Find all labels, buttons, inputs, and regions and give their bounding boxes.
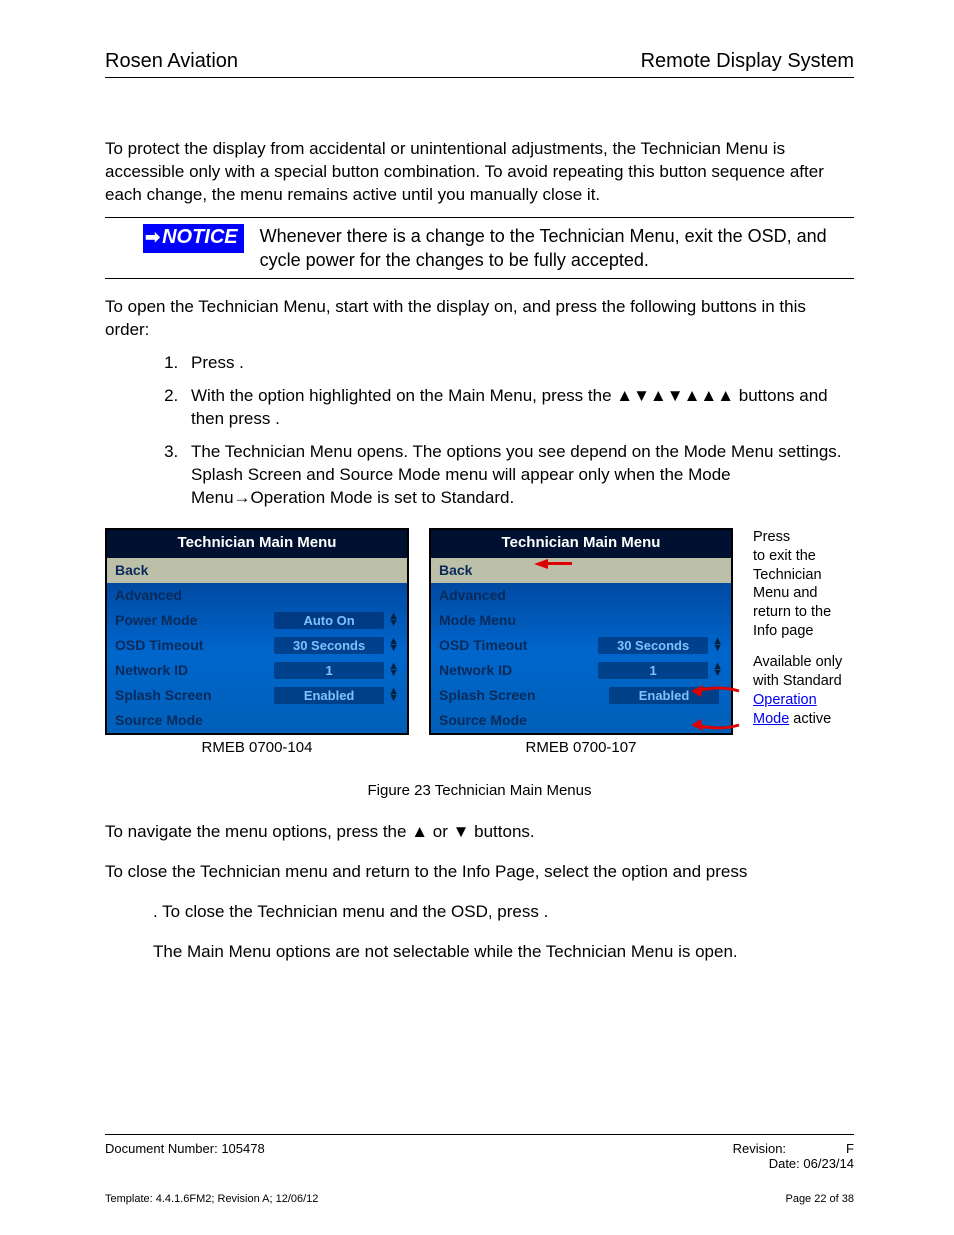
menu-row: Back [431, 558, 731, 583]
menu-row: Advanced [107, 583, 407, 608]
menu-row-label: Network ID [439, 662, 598, 678]
header-left: Rosen Aviation [105, 50, 238, 73]
annot-mode: Available only with Standard Operation M… [753, 653, 843, 728]
menu-row-value: 30 Seconds [598, 637, 708, 654]
menu-row: Back [107, 558, 407, 583]
menu-row-value: Auto On [274, 612, 384, 629]
revision-value: F [846, 1141, 854, 1156]
notice-block: ➡ NOTICE Whenever there is a change to t… [105, 217, 854, 280]
main-menu-note: The Main Menu options are not selectable… [153, 941, 854, 964]
open-intro: To open the Technician Menu, start with … [105, 296, 854, 342]
menu-row: Splash ScreenEnabled ▲▼ [107, 683, 407, 708]
spinner-icon: ▲▼ [388, 688, 399, 702]
menu-left-caption: RMEB 0700-104 [105, 739, 409, 756]
menu-row-label: Source Mode [439, 712, 723, 728]
menu-row: Mode Menu [431, 608, 731, 633]
menu-row-label: Source Mode [115, 712, 399, 728]
menu-row: Advanced [431, 583, 731, 608]
menu-row-label: Back [439, 562, 723, 578]
menu-row-value: 1 [598, 662, 708, 679]
footer-date: Date: 06/23/14 [105, 1156, 854, 1171]
menu-row-label: Advanced [115, 587, 399, 603]
close-text-1: To close the Technician menu and return … [105, 861, 854, 884]
page-footer: Document Number: 105478 Revision: F Date… [105, 1134, 854, 1205]
spinner-icon: ▲▼ [388, 638, 399, 652]
menu-row-label: OSD Timeout [439, 637, 598, 653]
notice-badge: ➡ NOTICE [143, 224, 244, 253]
menu-right: Technician Main Menu Back Advanced Mode Me… [429, 528, 733, 735]
notice-label: NOTICE [162, 226, 238, 249]
menu-row-label: Network ID [115, 662, 274, 678]
menu-right-caption: RMEB 0700-107 [429, 739, 733, 756]
steps-list: Press . With the option highlighted on t… [105, 352, 854, 510]
menu-row: Source Mode [431, 708, 731, 733]
step-3: The Technician Menu opens. The options y… [183, 441, 854, 510]
menu-row-label: Mode Menu [439, 612, 723, 628]
revision-label: Revision: [733, 1141, 786, 1156]
menu-row: Power ModeAuto On ▲▼ [107, 608, 407, 633]
menus-figure: Technician Main Menu Back Advanced Power M… [105, 528, 854, 756]
menu-row: Splash ScreenEnabled [431, 683, 731, 708]
menu-row-label: Power Mode [115, 612, 274, 628]
red-arrow-splash [689, 683, 749, 733]
page-number: Page 22 of 38 [785, 1193, 854, 1205]
menu-row: Network ID1 ▲▼ [431, 658, 731, 683]
menu-row-value: 30 Seconds [274, 637, 384, 654]
spinner-icon: ▲▼ [388, 613, 399, 627]
menu-left-title: Technician Main Menu [107, 530, 407, 558]
navigate-text: To navigate the menu options, press the … [105, 821, 854, 844]
template-info: Template: 4.4.1.6FM2; Revision A; 12/06/… [105, 1193, 318, 1205]
intro-paragraph: To protect the display from accidental o… [105, 138, 854, 207]
menu-right-title: Technician Main Menu [431, 530, 731, 558]
notice-text: Whenever there is a change to the Techni… [260, 224, 854, 273]
menu-row-label: Back [115, 562, 399, 578]
doc-number: Document Number: 105478 [105, 1141, 265, 1156]
menu-row: OSD Timeout30 Seconds ▲▼ [107, 633, 407, 658]
menu-row-value: Enabled [274, 687, 384, 704]
menu-row-label: Splash Screen [439, 687, 609, 703]
step-1: Press . [183, 352, 854, 375]
menu-row-value: 1 [274, 662, 384, 679]
close-text-2: . To close the Technician menu and the O… [153, 901, 854, 924]
spinner-icon: ▲▼ [712, 663, 723, 677]
menu-row-label: Advanced [439, 587, 723, 603]
menu-row-label: OSD Timeout [115, 637, 274, 653]
menu-row-label: Splash Screen [115, 687, 274, 703]
menu-row: Source Mode [107, 708, 407, 733]
page-header: Rosen Aviation Remote Display System [105, 50, 854, 78]
arrow-right-icon: ➡ [145, 227, 160, 248]
red-arrow-back [534, 555, 572, 573]
step-2: With the option highlighted on the Main … [183, 385, 854, 431]
menu-left: Technician Main Menu Back Advanced Power M… [105, 528, 409, 735]
header-right: Remote Display System [641, 50, 854, 73]
figure-caption: Figure 23 Technician Main Menus [105, 782, 854, 799]
annot-back: Press to exit the Technician Menu and re… [753, 528, 843, 641]
side-annotations: Press to exit the Technician Menu and re… [753, 528, 843, 728]
spinner-icon: ▲▼ [712, 638, 723, 652]
spinner-icon: ▲▼ [388, 663, 399, 677]
menu-row: Network ID1 ▲▼ [107, 658, 407, 683]
menu-row: OSD Timeout30 Seconds ▲▼ [431, 633, 731, 658]
